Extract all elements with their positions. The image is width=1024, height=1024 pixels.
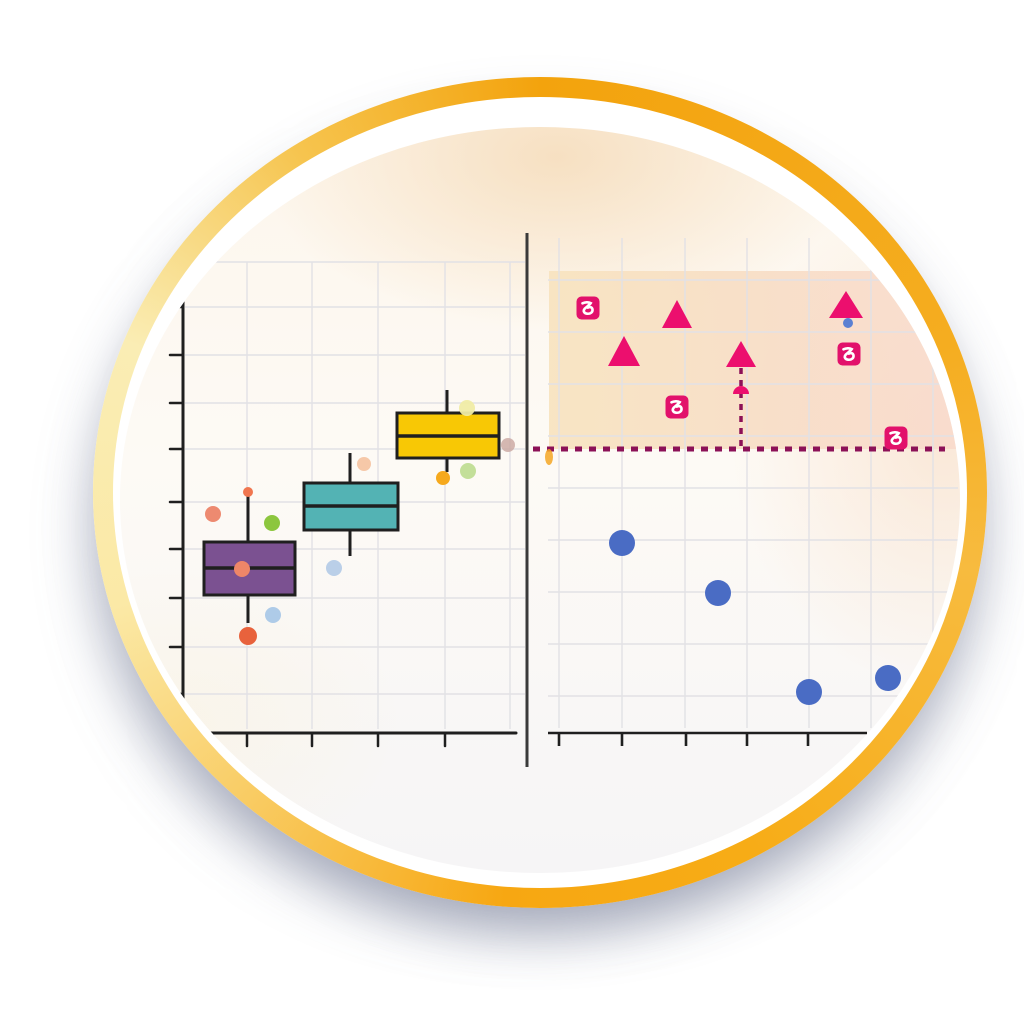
badge-ring (93, 77, 987, 908)
badge-face (120, 127, 960, 873)
